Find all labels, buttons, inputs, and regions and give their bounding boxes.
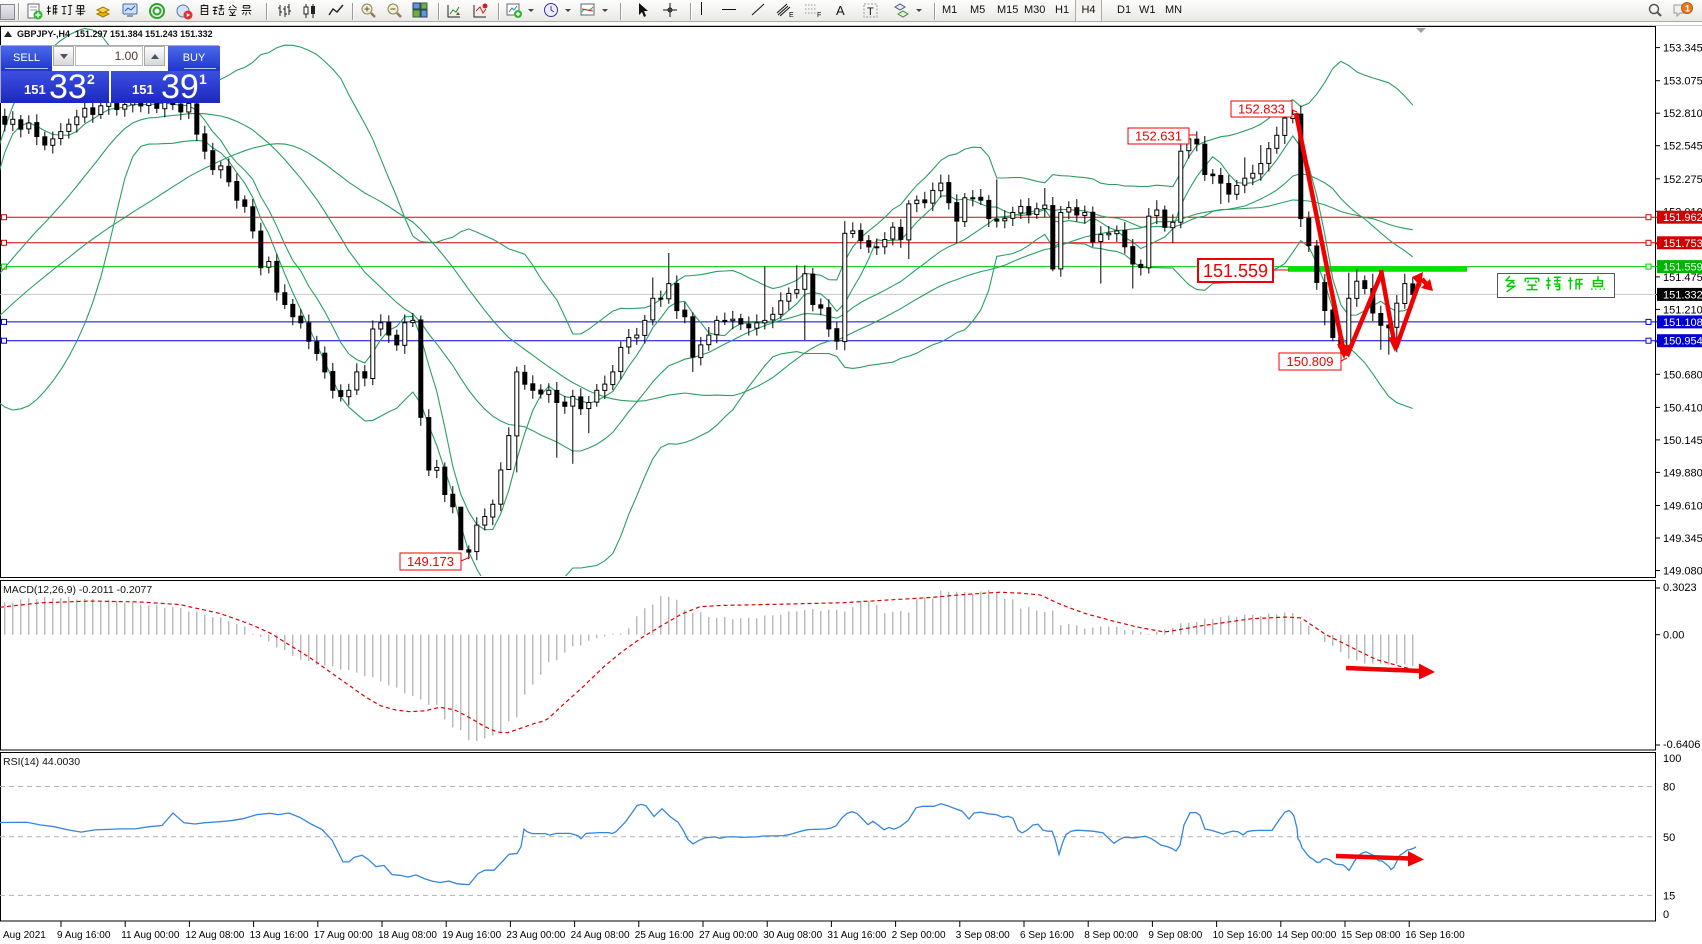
svg-text:151.108: 151.108	[1663, 317, 1702, 329]
svg-text:0: 0	[1663, 909, 1669, 921]
svg-text:24 Aug 08:00: 24 Aug 08:00	[571, 930, 630, 941]
svg-text:151.753: 151.753	[1663, 238, 1702, 250]
svg-text:149.080: 149.080	[1663, 566, 1702, 578]
svg-text:25 Aug 16:00: 25 Aug 16:00	[635, 930, 694, 941]
svg-text:12 Aug 08:00: 12 Aug 08:00	[185, 930, 244, 941]
svg-text:23 Aug 00:00: 23 Aug 00:00	[506, 930, 565, 941]
svg-text:16 Sep 16:00: 16 Sep 16:00	[1405, 930, 1465, 941]
svg-text:9 Sep 08:00: 9 Sep 08:00	[1148, 930, 1202, 941]
svg-text:149.173: 149.173	[407, 554, 454, 569]
svg-text:150.809: 150.809	[1287, 354, 1334, 369]
svg-text:13 Aug 16:00: 13 Aug 16:00	[250, 930, 309, 941]
svg-text:Aug 2021: Aug 2021	[3, 930, 46, 941]
svg-text:150.954: 150.954	[1663, 336, 1702, 348]
svg-text:150.410: 150.410	[1663, 402, 1702, 414]
svg-text:100: 100	[1663, 753, 1681, 765]
svg-text:10 Sep 16:00: 10 Sep 16:00	[1213, 930, 1273, 941]
svg-text:149.880: 149.880	[1663, 467, 1702, 479]
svg-text:151.559: 151.559	[1203, 261, 1268, 281]
svg-text:0.00: 0.00	[1663, 630, 1684, 642]
svg-text:3 Sep 08:00: 3 Sep 08:00	[956, 930, 1010, 941]
svg-text:14 Sep 00:00: 14 Sep 00:00	[1277, 930, 1337, 941]
svg-text:-0.6406: -0.6406	[1663, 739, 1700, 751]
svg-text:151.210: 151.210	[1663, 304, 1702, 316]
svg-text:151.962: 151.962	[1663, 212, 1702, 224]
svg-text:17 Aug 00:00: 17 Aug 00:00	[314, 930, 373, 941]
svg-text:18 Aug 08:00: 18 Aug 08:00	[378, 930, 437, 941]
svg-text:9 Aug 16:00: 9 Aug 16:00	[57, 930, 111, 941]
svg-text:1: 1	[1685, 4, 1690, 14]
svg-text:151.332: 151.332	[1663, 289, 1702, 301]
svg-text:8 Sep 00:00: 8 Sep 00:00	[1084, 930, 1138, 941]
svg-text:149.345: 149.345	[1663, 533, 1702, 545]
svg-text:15: 15	[1663, 890, 1675, 902]
svg-text:152.810: 152.810	[1663, 108, 1702, 120]
svg-text:0.3023: 0.3023	[1663, 582, 1697, 594]
svg-text:151.559: 151.559	[1663, 262, 1702, 274]
svg-text:153.345: 153.345	[1663, 43, 1702, 55]
svg-text:31 Aug 16:00: 31 Aug 16:00	[827, 930, 886, 941]
svg-text:T: T	[867, 6, 874, 18]
svg-text:6 Sep 16:00: 6 Sep 16:00	[1020, 930, 1074, 941]
svg-text:E: E	[789, 12, 794, 18]
svg-text:152.275: 152.275	[1663, 174, 1702, 186]
svg-text:153.075: 153.075	[1663, 76, 1702, 88]
svg-text:151.475: 151.475	[1663, 272, 1702, 284]
svg-text:150.680: 150.680	[1663, 369, 1702, 381]
svg-text:80: 80	[1663, 782, 1675, 794]
svg-text:19 Aug 16:00: 19 Aug 16:00	[442, 930, 501, 941]
svg-text:27 Aug 00:00: 27 Aug 00:00	[699, 930, 758, 941]
svg-text:15 Sep 08:00: 15 Sep 08:00	[1341, 930, 1401, 941]
svg-text:150.145: 150.145	[1663, 435, 1702, 447]
svg-text:30 Aug 08:00: 30 Aug 08:00	[763, 930, 822, 941]
svg-text:152.833: 152.833	[1238, 102, 1285, 117]
svg-text:152.631: 152.631	[1135, 129, 1182, 144]
svg-text:50: 50	[1663, 832, 1675, 844]
svg-text:11 Aug 00:00: 11 Aug 00:00	[121, 930, 180, 941]
svg-text:149.610: 149.610	[1663, 501, 1702, 513]
svg-text:152.545: 152.545	[1663, 141, 1702, 153]
svg-text:2 Sep 00:00: 2 Sep 00:00	[892, 930, 946, 941]
svg-text:F: F	[817, 12, 821, 18]
